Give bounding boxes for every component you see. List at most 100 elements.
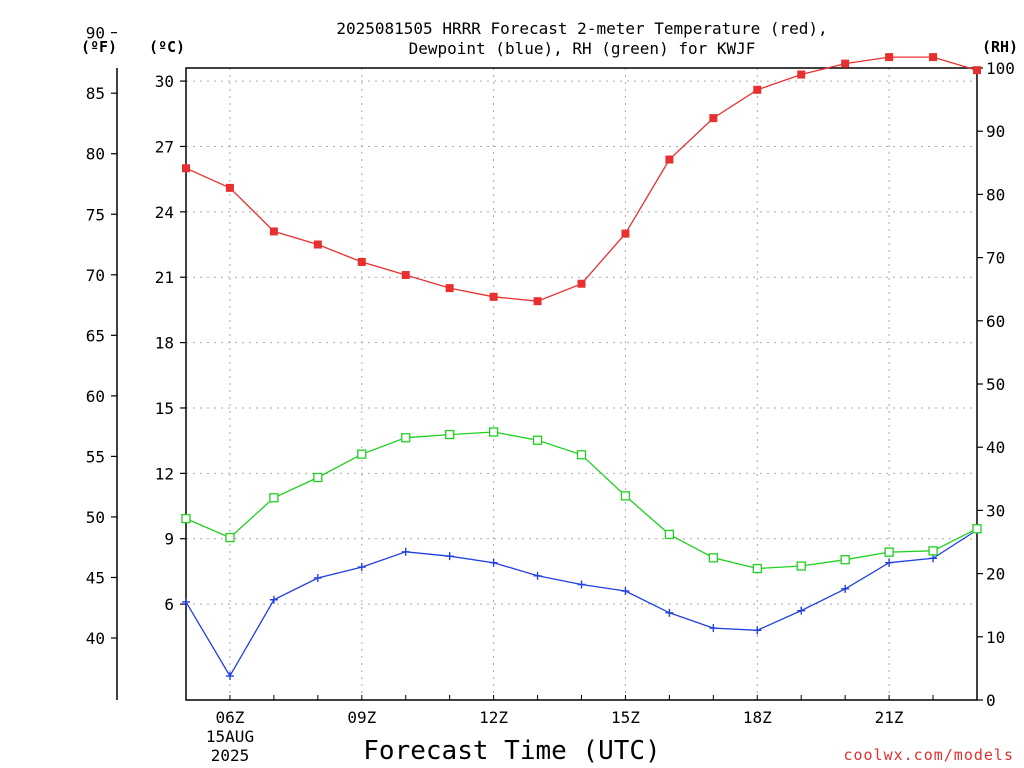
temp-point — [577, 279, 586, 288]
rh-tick-label: 100 — [986, 59, 1015, 78]
temp-point — [445, 284, 454, 293]
temp-point — [929, 53, 938, 62]
dewpoint-point — [401, 547, 410, 556]
x-tick-label: 18Z — [743, 708, 772, 727]
celsius-tick-label: 27 — [155, 137, 174, 156]
temp-point — [665, 155, 674, 164]
rh-tick-label: 20 — [986, 565, 1005, 584]
celsius-axis-unit: (ºC) — [149, 38, 185, 56]
x-axis-label: Forecast Time (UTC) — [363, 736, 660, 766]
temp-point — [269, 227, 278, 236]
temp-point — [357, 257, 366, 266]
rh-point — [796, 561, 806, 571]
credit-text: coolwx.com/models — [843, 746, 1014, 764]
temp-point — [182, 164, 190, 173]
fahrenheit-tick-label: 45 — [86, 568, 105, 587]
dewpoint-point — [577, 580, 586, 589]
temp-point — [841, 59, 850, 68]
temp-point — [621, 229, 630, 238]
axes — [111, 32, 983, 701]
temp-point — [401, 271, 410, 280]
dewpoint-point — [445, 552, 454, 561]
celsius-tick-label: 9 — [164, 530, 174, 549]
rh-tick-label: 80 — [986, 185, 1005, 204]
temp-point — [709, 114, 718, 123]
rh-tick-label: 10 — [986, 628, 1005, 647]
rh-point — [225, 532, 235, 543]
fahrenheit-tick-label: 70 — [86, 266, 105, 285]
dewpoint-point — [269, 595, 278, 604]
temp-line — [185, 56, 978, 302]
rh-point — [445, 429, 455, 440]
fahrenheit-tick-label: 60 — [86, 387, 105, 406]
fahrenheit-tick-label: 80 — [86, 145, 105, 164]
rh-point — [576, 450, 587, 460]
dewpoint-point — [621, 587, 630, 596]
temp-point — [313, 240, 322, 249]
dewpoint-point — [709, 624, 718, 633]
celsius-tick-label: 6 — [164, 595, 174, 614]
celsius-tick-label: 12 — [155, 464, 174, 483]
rh-point — [708, 553, 718, 563]
rh-point — [928, 546, 938, 556]
date-label-line-2: 2025 — [211, 746, 250, 765]
fahrenheit-tick-label: 85 — [86, 84, 105, 103]
celsius-tick-label: 21 — [155, 268, 174, 287]
celsius-tick-label: 24 — [155, 203, 174, 222]
dewpoint-line — [185, 529, 978, 678]
rh-point — [884, 547, 894, 557]
temp-point — [973, 66, 981, 75]
dewpoint-point — [489, 558, 498, 567]
rh-point — [664, 529, 675, 540]
x-tick-label: 15Z — [611, 708, 640, 727]
dewpoint-point — [841, 584, 850, 593]
celsius-tick-label: 15 — [155, 399, 174, 418]
rh-point — [840, 555, 850, 565]
plot-frame — [185, 67, 978, 701]
temp-point — [797, 70, 806, 79]
fahrenheit-tick-label: 40 — [86, 629, 105, 648]
dewpoint-point — [929, 554, 938, 563]
x-tick-label: 09Z — [347, 708, 376, 727]
x-tick-label: 06Z — [215, 708, 244, 727]
rh-axis-unit: (RH) — [982, 38, 1018, 56]
dewpoint-point — [797, 606, 806, 615]
chart-title-line-2: Dewpoint (blue), RH (green) for KWJF — [409, 39, 756, 58]
dewpoint-point — [313, 573, 322, 582]
rh-tick-label: 70 — [986, 249, 1005, 268]
rh-point — [620, 491, 631, 501]
fahrenheit-axis-unit: (ºF) — [81, 38, 117, 56]
x-tick-label: 21Z — [875, 708, 904, 727]
rh-point — [269, 493, 279, 503]
dewpoint-point — [533, 571, 542, 580]
dewpoint-point — [753, 626, 762, 635]
chart-title-line-1: 2025081505 HRRR Forecast 2-meter Tempera… — [336, 19, 827, 38]
celsius-tick-label: 18 — [155, 334, 174, 353]
fahrenheit-tick-label: 65 — [86, 326, 105, 345]
celsius-tick-label: 30 — [155, 72, 174, 91]
dewpoint-point — [885, 558, 894, 567]
rh-point — [972, 524, 982, 534]
fahrenheit-tick-label: 75 — [86, 205, 105, 224]
rh-point — [313, 472, 323, 483]
x-tick-label: 12Z — [479, 708, 508, 727]
rh-tick-label: 40 — [986, 438, 1005, 457]
rh-point — [401, 433, 411, 443]
rh-tick-label: 60 — [986, 312, 1005, 331]
dewpoint-point — [182, 597, 190, 606]
temp-point — [489, 292, 498, 301]
series — [181, 53, 982, 681]
rh-tick-label: 0 — [986, 691, 996, 710]
fahrenheit-tick-label: 55 — [86, 447, 105, 466]
rh-tick-label: 30 — [986, 501, 1005, 520]
fahrenheit-tick-label: 90 — [86, 24, 105, 43]
tick-labels: 40 45 50 55 60 65 70 75 80 85 90 6 9 12 15 18 21 24 27 30 0 1… — [86, 24, 1015, 727]
rh-point — [357, 449, 367, 459]
rh-tick-label: 90 — [986, 122, 1005, 141]
temp-point — [753, 85, 762, 94]
temp-point — [885, 53, 894, 62]
temp-point — [225, 183, 234, 192]
rh-point — [488, 427, 499, 437]
rh-point — [532, 435, 543, 445]
